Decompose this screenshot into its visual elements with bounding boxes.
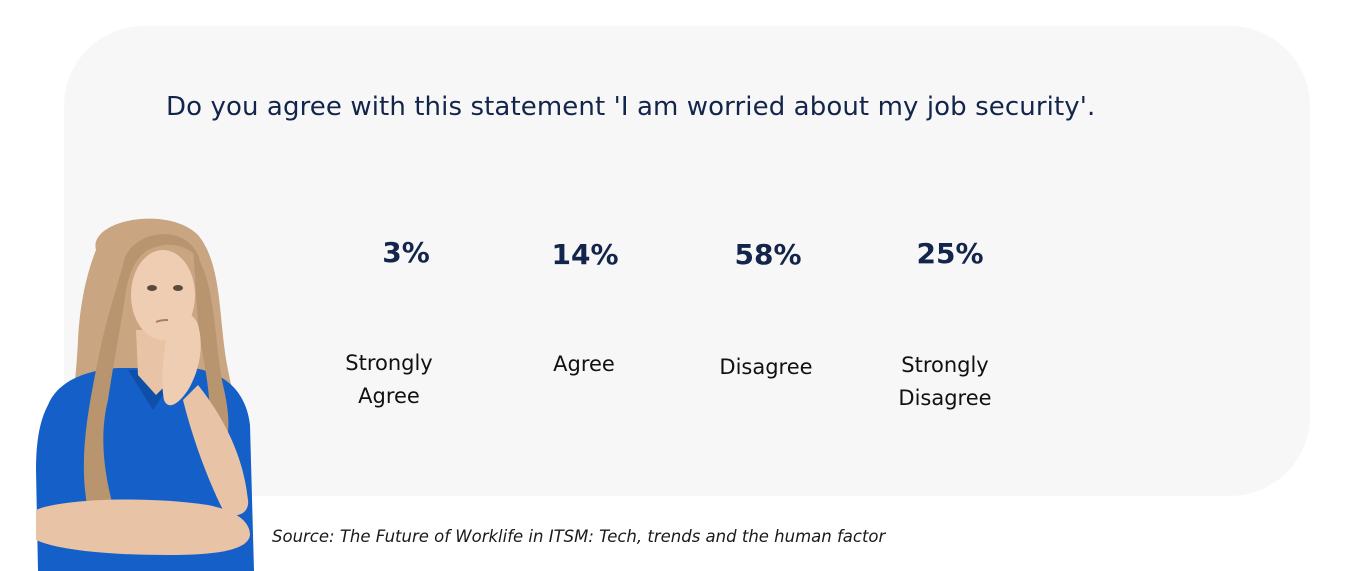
arm-raised [183,385,249,516]
survey-question: Do you agree with this statement 'I am w… [166,92,1096,122]
stat-label-strongly-disagree: Strongly Disagree [845,349,1045,415]
stat-label-disagree: Disagree [666,351,866,384]
stat-label-line: Strongly [901,353,989,377]
stat-label-line: Disagree [719,355,813,379]
stat-percent: 25% [916,237,984,270]
source-citation: Source: The Future of Worklife in ITSM: … [272,527,886,546]
stat-agree: 14% [485,238,685,271]
stat-label-line: Strongly [345,351,433,375]
stat-percent: 3% [382,236,430,269]
eye-right [173,285,183,291]
stat-percent: 14% [551,238,619,271]
stat-label-agree: Agree [484,348,684,381]
stat-label-strongly-agree: Strongly Agree [289,347,489,413]
eye-left [147,285,157,291]
stat-strongly-disagree: 25% [850,237,1050,270]
survey-card [64,26,1310,496]
hair-right [193,250,229,460]
hand-raised [162,311,201,406]
stat-label-line: Agree [358,384,420,408]
hair-front [83,234,200,510]
stat-strongly-agree: 3% [306,236,506,269]
worried-person-illustration [36,218,254,571]
stat-label-line: Agree [553,352,615,376]
arm-crossed [36,499,250,555]
stat-label-line: Disagree [898,386,992,410]
stat-percent: 58% [734,238,802,271]
stat-disagree: 58% [668,238,868,271]
